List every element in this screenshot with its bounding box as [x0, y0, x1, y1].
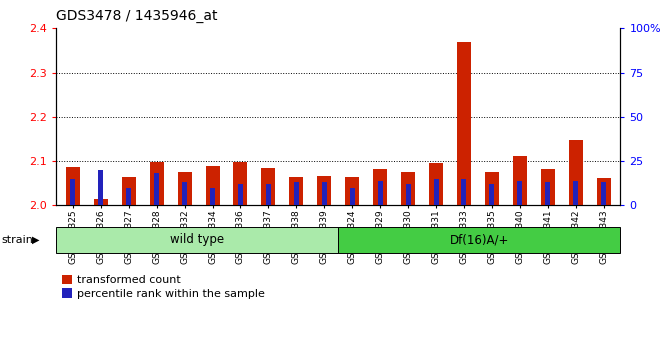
Bar [210, 188, 215, 205]
Bar [457, 42, 471, 205]
Bar [94, 199, 108, 205]
Bar [205, 166, 220, 205]
Bar [56, 227, 338, 253]
Bar [378, 181, 383, 205]
Bar [261, 168, 275, 205]
Bar [573, 181, 578, 205]
Text: GDS3478 / 1435946_at: GDS3478 / 1435946_at [56, 9, 218, 23]
Bar [98, 170, 104, 205]
Bar [234, 162, 248, 205]
Bar [266, 184, 271, 205]
Bar [182, 182, 187, 205]
Bar [238, 184, 243, 205]
Bar [489, 184, 494, 205]
Bar [434, 179, 438, 205]
Bar [121, 177, 136, 205]
Bar [517, 181, 522, 205]
Bar [71, 179, 75, 205]
Bar [569, 140, 583, 205]
Legend: transformed count, percentile rank within the sample: transformed count, percentile rank withi… [61, 275, 265, 299]
Text: Df(16)A/+: Df(16)A/+ [449, 233, 509, 246]
Bar [513, 156, 527, 205]
Bar [294, 182, 299, 205]
Bar [317, 176, 331, 205]
Bar [401, 172, 415, 205]
Bar [66, 167, 80, 205]
Bar [126, 188, 131, 205]
Bar [150, 162, 164, 205]
Bar [597, 178, 610, 205]
Bar [373, 169, 387, 205]
Bar [338, 227, 620, 253]
Text: wild type: wild type [170, 233, 224, 246]
Bar [406, 184, 411, 205]
Bar [322, 182, 327, 205]
Text: strain: strain [1, 235, 33, 245]
Bar [289, 177, 304, 205]
Bar [345, 177, 359, 205]
Bar [178, 172, 191, 205]
Bar [601, 182, 606, 205]
Text: ▶: ▶ [32, 235, 39, 245]
Bar [545, 182, 550, 205]
Bar [350, 188, 354, 205]
Bar [485, 172, 499, 205]
Bar [429, 163, 443, 205]
Bar [541, 169, 555, 205]
Bar [154, 173, 159, 205]
Bar [461, 179, 467, 205]
